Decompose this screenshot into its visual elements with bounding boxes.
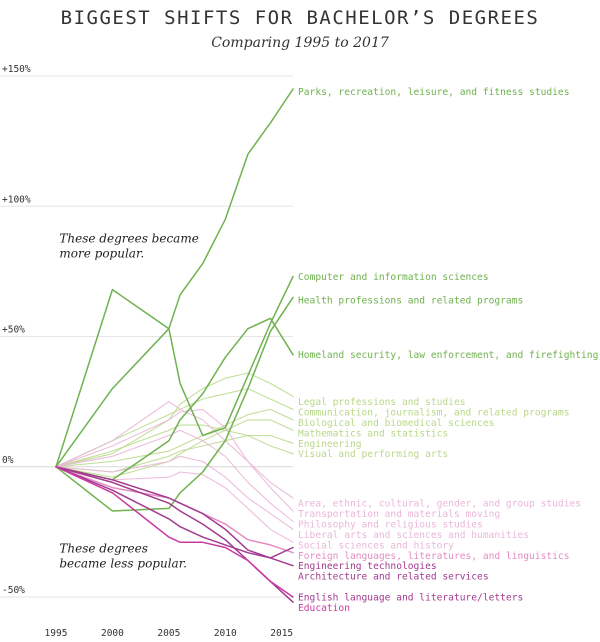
series-line [55, 466, 294, 543]
series-line [55, 408, 294, 512]
series-label: English language and literature/letters [298, 593, 523, 604]
x-tick-label: 2005 [157, 628, 180, 639]
series-label: Liberal arts and sciences and humanities [298, 530, 529, 541]
x-tick-label: 1995 [45, 628, 68, 639]
series-label: Mathematics and statistics [298, 428, 448, 439]
x-tick-label: 2000 [101, 628, 124, 639]
chart-title: BIGGEST SHIFTS FOR BACHELOR’S DEGREES [61, 7, 540, 29]
y-tick-label: -50% [2, 585, 25, 596]
series-line [55, 88, 294, 468]
series-line [55, 424, 294, 468]
series-line [55, 317, 294, 481]
series-label: Education [298, 603, 350, 614]
y-axis-ticks: -50% 0% +50% +100% +150% [2, 64, 31, 596]
series-line [55, 388, 294, 468]
series-line [55, 429, 294, 523]
series-line [55, 275, 294, 468]
series-label: Legal professions and studies [298, 397, 466, 408]
series-label: Health professions and related programs [298, 296, 523, 307]
series-label: Communication, journalism, and related p… [298, 408, 569, 419]
x-tick-label: 2015 [270, 628, 293, 639]
series-line [55, 466, 294, 567]
y-tick-label: +100% [2, 194, 31, 205]
series-label: Transportation and materials moving [298, 509, 500, 520]
x-tick-label: 2010 [214, 628, 237, 639]
gridlines [0, 75, 293, 598]
series-line [55, 372, 294, 468]
series-line [55, 466, 294, 598]
series-label: Engineering [298, 439, 362, 450]
series-label: Biological and biomedical sciences [298, 418, 494, 429]
series-label: Visual and performing arts [298, 449, 448, 460]
series-lines [55, 88, 294, 603]
series-label: Homeland security, law enforcement, and … [298, 350, 598, 361]
series-line [55, 455, 294, 530]
series-labels: Parks, recreation, leisure, and fitness … [298, 87, 598, 614]
series-label: Foreign languages, literatures, and ling… [298, 551, 569, 562]
annotation-text: These degrees [59, 542, 147, 556]
series-line [55, 401, 294, 499]
series-label: Computer and information sciences [298, 272, 489, 283]
y-tick-label: 0% [2, 455, 14, 466]
series-label: Social sciences and history [298, 540, 454, 551]
series-line [55, 466, 294, 559]
series-line [55, 466, 294, 603]
y-tick-label: +50% [2, 325, 25, 336]
annotation-text: These degrees became [59, 232, 198, 246]
series-line [55, 296, 294, 512]
y-tick-label: +150% [2, 64, 31, 75]
series-label: Philosophy and religious studies [298, 520, 483, 531]
series-label: Architecture and related services [298, 572, 489, 583]
series-label: Engineering technologies [298, 561, 437, 572]
series-label: Parks, recreation, leisure, and fitness … [298, 87, 569, 98]
series-label: Area, ethnic, cultural, gender, and grou… [298, 499, 581, 510]
annotation-text: more popular. [59, 247, 144, 261]
annotation-text: became less popular. [59, 557, 187, 571]
chart-subtitle: Comparing 1995 to 2017 [211, 35, 389, 51]
x-axis-ticks: 1995 2000 2005 2010 2015 [45, 628, 294, 639]
